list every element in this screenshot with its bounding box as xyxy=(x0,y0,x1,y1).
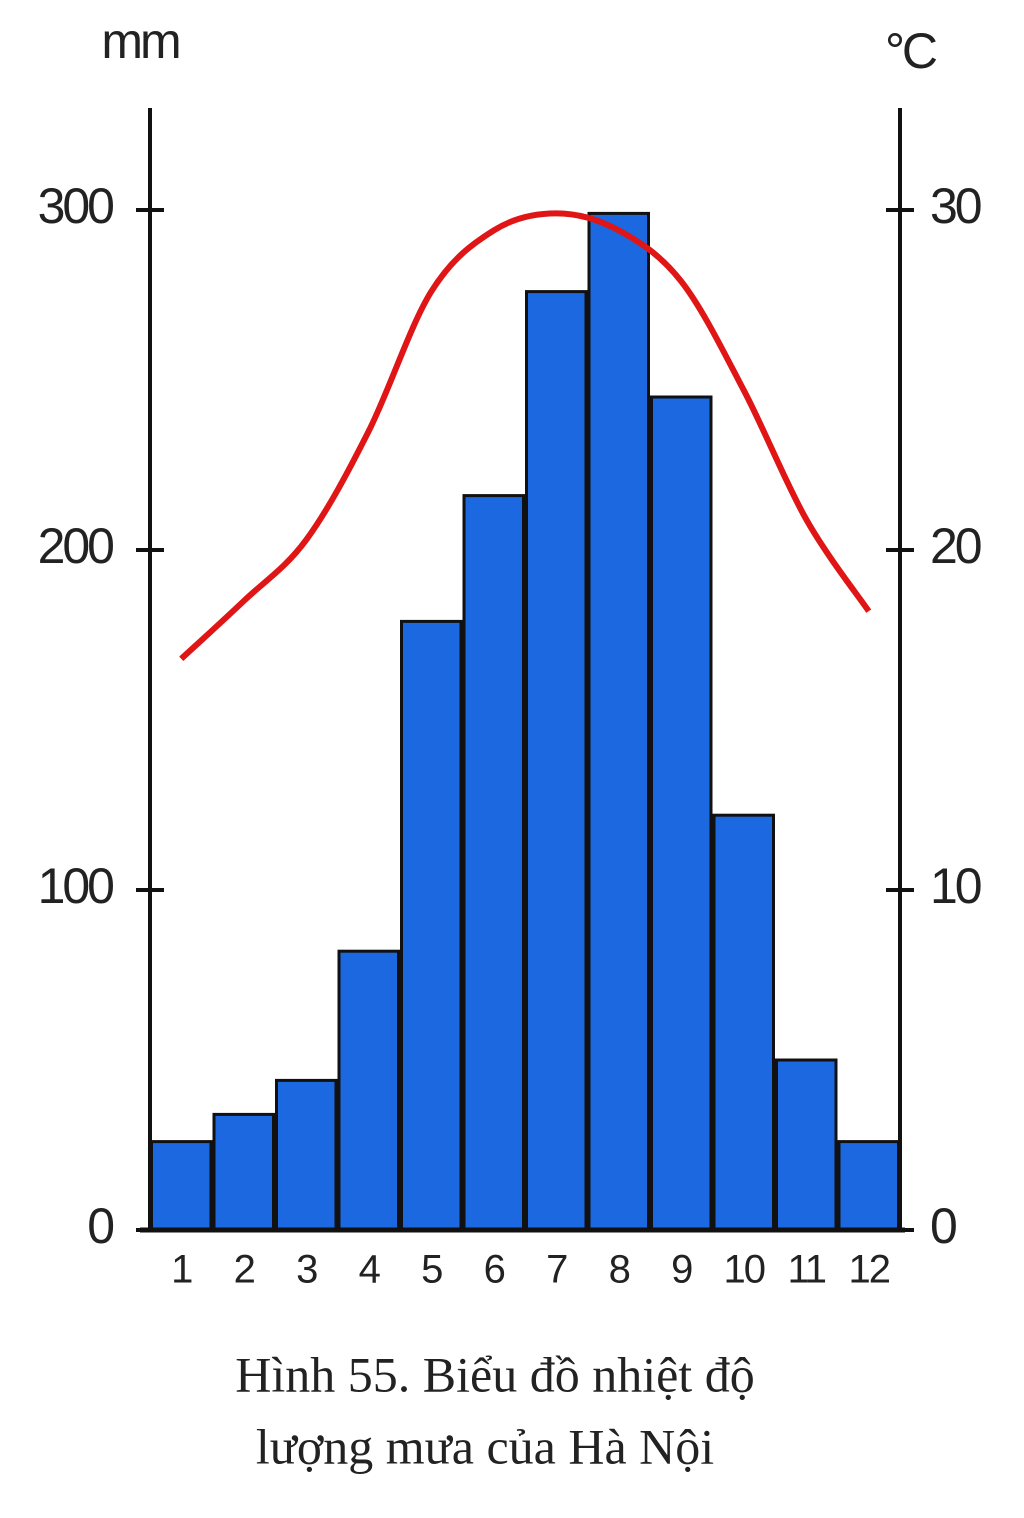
y-tick-label: 200 xyxy=(38,518,114,574)
bar xyxy=(337,949,400,1232)
bar xyxy=(150,1140,213,1232)
bar xyxy=(212,1112,275,1232)
x-tick-label: 5 xyxy=(421,1248,442,1292)
x-tick-label: 3 xyxy=(296,1248,317,1292)
y-tick-label: 300 xyxy=(38,178,114,234)
y2-tick-label: 10 xyxy=(930,858,981,914)
bar xyxy=(275,1078,338,1232)
bar xyxy=(587,211,650,1232)
y2-tick-label: 20 xyxy=(930,518,981,574)
bar xyxy=(462,494,525,1232)
y2-tick-label: 30 xyxy=(930,178,981,234)
temperature-line xyxy=(179,210,872,662)
bar xyxy=(525,290,588,1232)
x-tick-label: 10 xyxy=(724,1248,765,1292)
x-tick-label: 8 xyxy=(609,1248,630,1292)
y-tick-label: 0 xyxy=(87,1198,113,1254)
x-tick-label: 12 xyxy=(849,1248,890,1292)
bar xyxy=(400,619,463,1232)
y-axis-label: mm xyxy=(101,13,179,69)
x-tick-label: 6 xyxy=(484,1248,505,1292)
x-tick-label: 9 xyxy=(671,1248,692,1292)
x-tick-label: 4 xyxy=(359,1248,381,1292)
bar xyxy=(775,1058,838,1232)
x-tick-label: 1 xyxy=(171,1248,192,1292)
bar xyxy=(650,395,713,1232)
x-tick-label: 2 xyxy=(234,1248,255,1292)
bar xyxy=(837,1140,900,1232)
x-tick-label: 7 xyxy=(546,1248,567,1292)
y2-axis-label: °C xyxy=(885,23,937,79)
bar xyxy=(712,813,775,1232)
y2-tick-label: 0 xyxy=(930,1198,956,1254)
chart-title: Hình 55. Biểu đồ nhiệt độ xyxy=(235,1346,754,1402)
y-tick-label: 100 xyxy=(38,858,114,914)
x-tick-label: 11 xyxy=(787,1248,825,1292)
chart-title: lượng mưa của Hà Nội xyxy=(256,1418,714,1474)
